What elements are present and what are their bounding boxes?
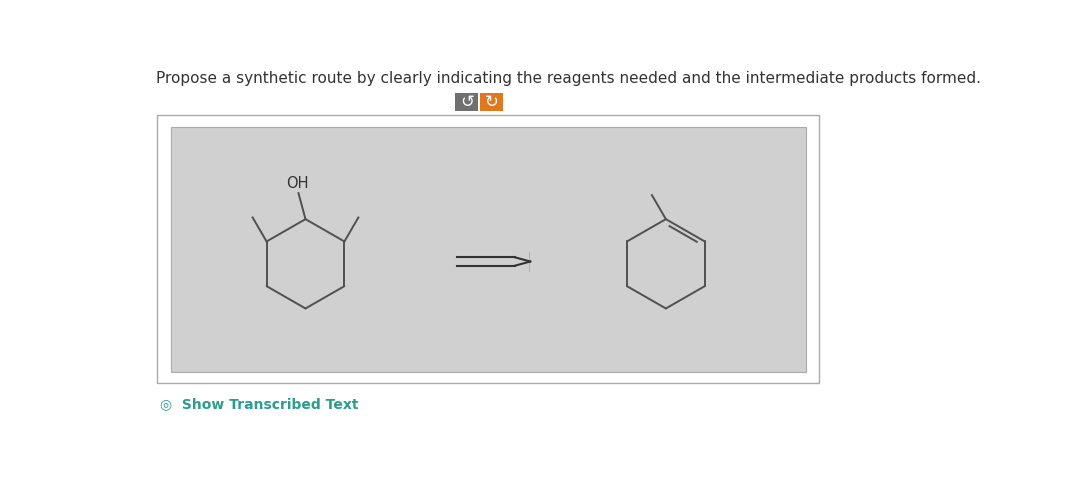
FancyBboxPatch shape (171, 127, 806, 372)
Text: ◎  Show Transcribed Text: ◎ Show Transcribed Text (160, 397, 359, 411)
FancyBboxPatch shape (455, 93, 478, 112)
FancyBboxPatch shape (157, 115, 820, 383)
FancyBboxPatch shape (480, 93, 503, 112)
Text: Propose a synthetic route by clearly indicating the reagents needed and the inte: Propose a synthetic route by clearly ind… (156, 71, 981, 86)
Text: OH: OH (286, 176, 308, 191)
Text: ↺: ↺ (460, 93, 474, 111)
Text: ↻: ↻ (485, 93, 499, 111)
